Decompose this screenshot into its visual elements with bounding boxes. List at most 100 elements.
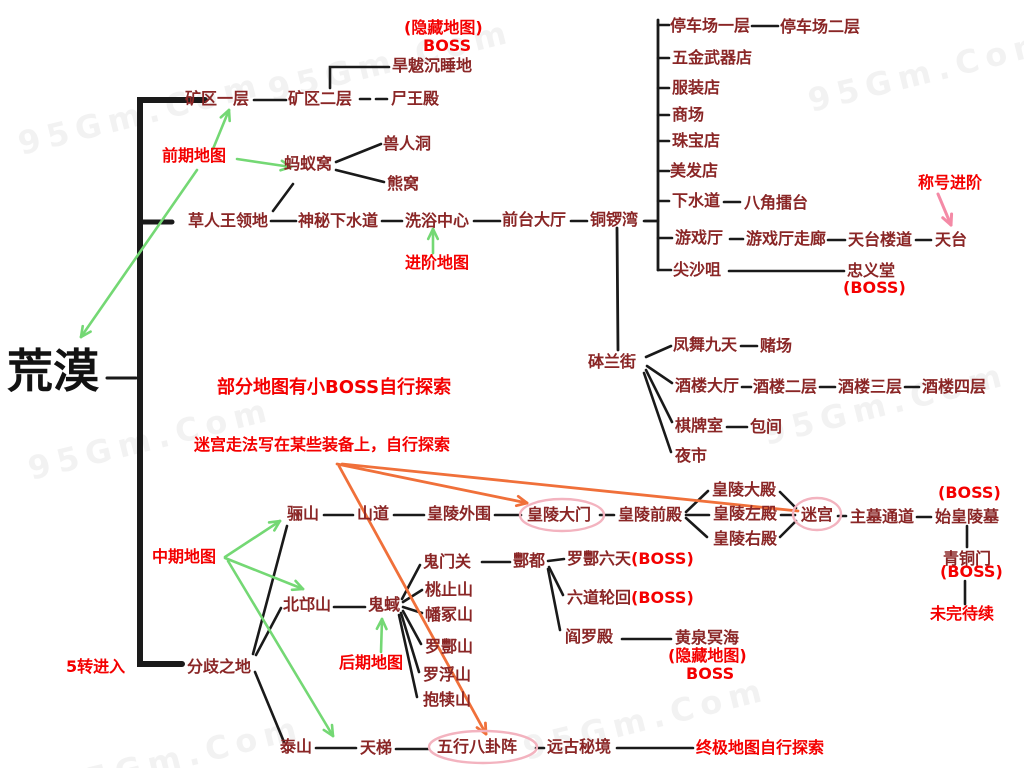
green-arrow: [235, 157, 293, 169]
node-ant-nest: 蚂蚁窝: [284, 154, 333, 173]
green-arrow-head: [330, 723, 335, 738]
node-bear-den: 熊窝: [387, 174, 420, 193]
node-mausoleum-outskirts: 皇陵外围: [427, 504, 492, 523]
ann-luofeng-boss: (BOSS): [631, 549, 694, 568]
node-parking-lot-1: 停车场一层: [670, 16, 751, 35]
node-arcade-corridor: 游戏厅走廊: [746, 229, 827, 248]
green-arrow: [223, 519, 282, 559]
node-mausoleum-front-hall: 皇陵前殿: [618, 505, 683, 524]
connector-line: [254, 606, 283, 657]
connector-line: [334, 168, 386, 184]
node-five-elements-bagua: 五行八卦阵: [437, 737, 518, 756]
node-ancient-secret-realm: 远古秘境: [547, 737, 612, 756]
ann-zhongyitang-boss: (BOSS): [843, 278, 906, 297]
node-hardware-weapon-shop: 五金武器店: [672, 48, 753, 67]
node-jewelry-shop: 珠宝店: [672, 131, 721, 150]
ann-huangquan-hidden: (隐藏地图): [668, 646, 747, 665]
ann-early-maps: 前期地图: [162, 146, 227, 165]
green-arrow-head: [219, 108, 231, 119]
node-sewer: 下水道: [672, 191, 721, 210]
node-tsim-sha-tsui: 尖沙咀: [673, 260, 722, 279]
green-arrow: [379, 617, 384, 654]
connector-line: [253, 670, 286, 744]
node-strawman-king-territory: 草人王领地: [188, 211, 269, 230]
ann-liudao-boss: (BOSS): [631, 588, 694, 607]
highlight-ellipse: [791, 496, 843, 532]
ann-qingtongmen-boss: (BOSS): [940, 562, 1003, 581]
green-arrow-head: [290, 587, 305, 592]
green-arrow-head: [431, 227, 440, 241]
node-restaurant-hall: 酒楼大厅: [675, 376, 740, 395]
node-sky-ladder: 天梯: [360, 738, 393, 757]
node-mall: 商场: [672, 105, 705, 124]
node-fanzhong-mountain: 幡冢山: [425, 605, 474, 624]
green-arrow-head: [267, 519, 282, 524]
node-ghost-realm: 鬼蜮: [368, 595, 401, 614]
node-qinshihuang-tomb: 始皇陵墓: [935, 507, 1000, 526]
ann-hidden-map-top: (隐藏地图): [404, 18, 483, 37]
green-arrow-head: [279, 165, 293, 172]
green-arrow-head: [426, 227, 435, 241]
node-mausoleum-main-hall: 皇陵大殿: [712, 480, 777, 499]
connector-line: [401, 609, 423, 646]
node-bath-center: 洗浴中心: [405, 211, 470, 230]
connector-line: [401, 588, 424, 604]
ann-huangquan-boss: BOSS: [686, 664, 735, 683]
connector-line: [778, 519, 798, 539]
node-casino: 赌场: [760, 336, 793, 355]
pink-arrow-head: [941, 216, 953, 227]
node-baodu-mountain: 抱犊山: [423, 690, 472, 709]
connector-line: [334, 142, 383, 164]
node-parking-lot-2: 停车场二层: [780, 17, 861, 36]
node-hair-salon: 美发店: [670, 161, 719, 180]
node-restaurant-floor4: 酒楼四层: [922, 377, 987, 396]
node-rooftop-stairs: 天台楼道: [848, 230, 913, 249]
node-yanluo-hall: 阎罗殿: [565, 627, 614, 646]
node-taishan: 泰山: [280, 737, 313, 756]
node-private-room: 包间: [750, 417, 783, 436]
ann-hidden-map-top-boss: BOSS: [423, 36, 472, 55]
node-luofeng-mountain: 罗酆山: [425, 637, 474, 656]
connector-line: [684, 516, 709, 539]
node-divergence-land: 分歧之地: [187, 657, 252, 676]
connector-line: [546, 557, 566, 563]
connector-line: [400, 563, 422, 601]
node-six-paths-samsara: 六道轮回: [567, 588, 632, 607]
green-arrow-head: [322, 728, 335, 738]
node-huangquan-sea: 黄泉冥海: [675, 628, 740, 647]
node-main-tomb-passage: 主墓通道: [850, 507, 915, 526]
connector-line: [251, 524, 289, 656]
green-arrow: [223, 556, 305, 591]
ann-mini-boss-note: 部分地图有小BOSS自行探索: [217, 377, 452, 398]
green-arrow-head: [79, 330, 92, 339]
ann-to-be-continued: 未完待续: [930, 604, 995, 623]
connector-polyline: [615, 226, 620, 352]
node-orc-cave: 兽人洞: [383, 134, 432, 153]
node-restaurant-floor2: 酒楼二层: [753, 377, 818, 396]
ann-shihuangling-boss: (BOSS): [938, 483, 1001, 502]
connector-line: [271, 182, 295, 213]
node-arcade: 游戏厅: [675, 228, 724, 247]
node-causeway-bay: 铜锣湾: [590, 210, 639, 229]
node-mine-floor1: 矿区一层: [185, 89, 250, 108]
orange-arrow-head: [516, 494, 529, 505]
ann-title-progression: 称号进阶: [918, 173, 983, 192]
node-rooftop: 天台: [935, 230, 968, 249]
green-arrow-head: [294, 579, 305, 591]
node-mysterious-sewer: 神秘下水道: [298, 211, 379, 230]
node-hanba-sleeping-ground: 旱魃沉睡地: [392, 56, 473, 75]
ann-advanced-map: 进阶地图: [405, 253, 470, 272]
node-mausoleum-gate: 皇陵大门: [527, 505, 592, 524]
ann-maze-note: 迷宫走法写在某些装备上，自行探索: [194, 435, 451, 454]
green-arrow: [226, 559, 335, 738]
node-maze: 迷宫: [801, 505, 834, 524]
node-ghost-gate: 鬼门关: [423, 552, 472, 571]
green-arrow-head: [380, 617, 388, 631]
node-front-hall: 前台大厅: [502, 210, 567, 229]
node-corpse-king-hall: 尸王殿: [391, 89, 440, 108]
node-lishan: 骊山: [287, 504, 320, 523]
ann-ultimate-map-note: 终极地图自行探索: [696, 738, 825, 757]
